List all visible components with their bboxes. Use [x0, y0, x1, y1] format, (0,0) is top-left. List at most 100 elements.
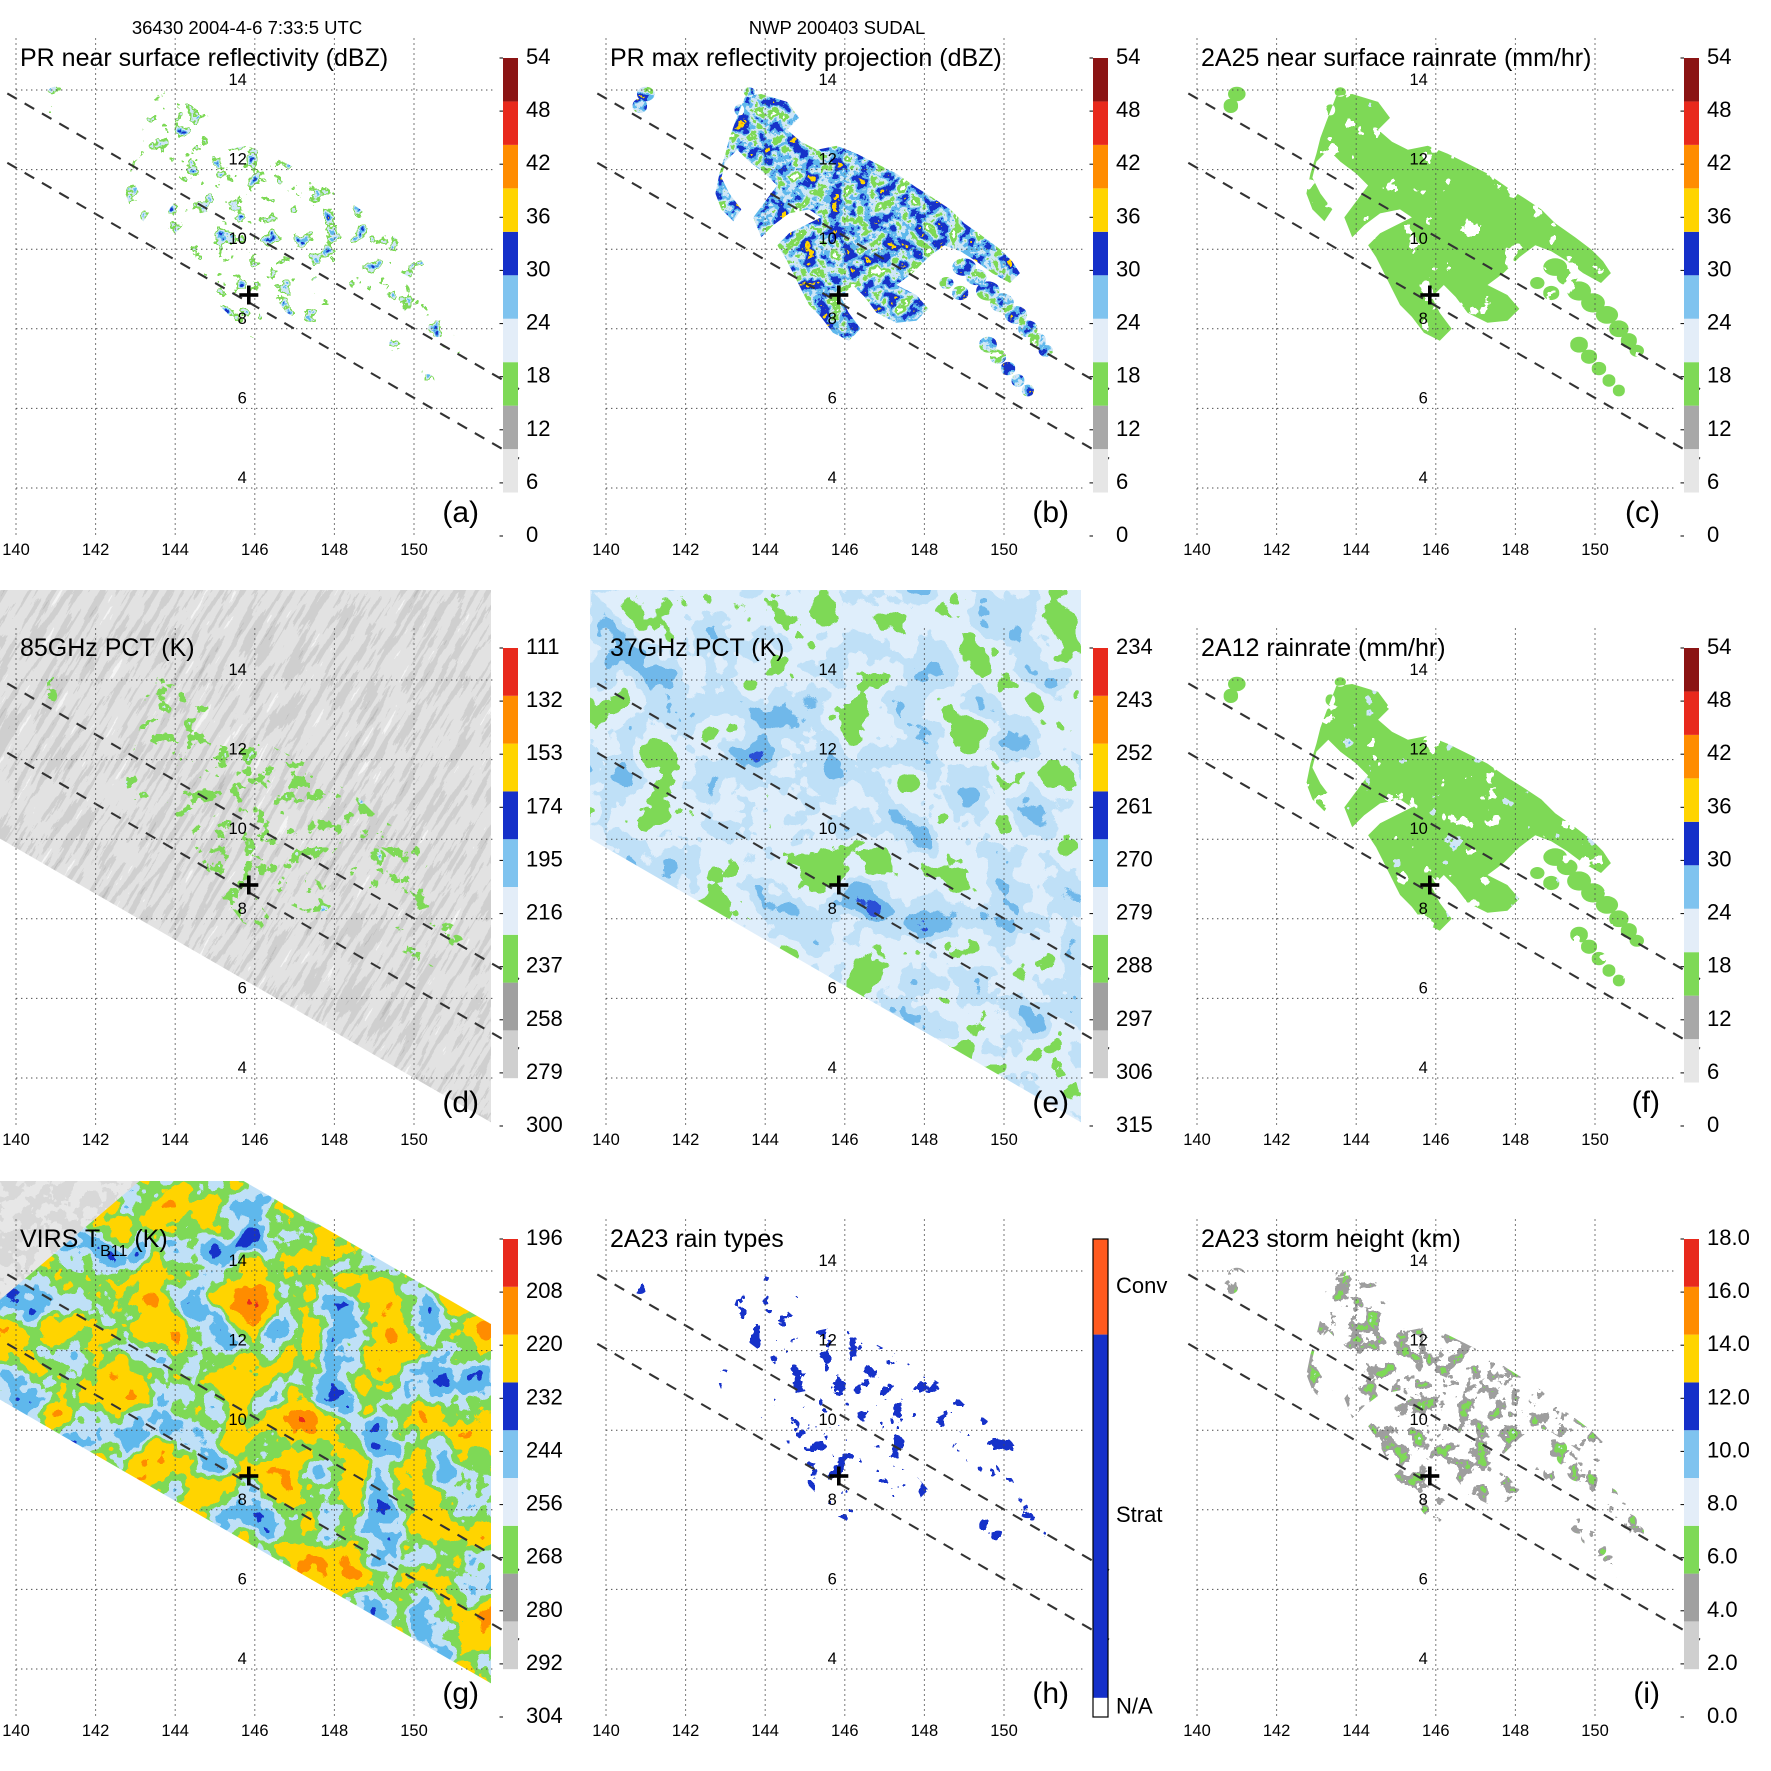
svg-text:6: 6 [1418, 1570, 1427, 1588]
svg-text:6: 6 [1418, 980, 1427, 998]
svg-text:36: 36 [526, 203, 550, 228]
svg-text:208: 208 [526, 1278, 563, 1303]
svg-text:4: 4 [828, 1650, 837, 1668]
svg-text:2A12 rainrate (mm/hr): 2A12 rainrate (mm/hr) [1201, 634, 1446, 662]
svg-text:12: 12 [228, 151, 246, 169]
svg-text:252: 252 [1116, 740, 1153, 765]
svg-text:12: 12 [1707, 1006, 1731, 1031]
svg-text:142: 142 [672, 541, 700, 559]
svg-text:2A25 near surface rainrate (mm: 2A25 near surface rainrate (mm/hr) [1201, 44, 1591, 72]
svg-text:12: 12 [526, 416, 550, 441]
svg-text:14: 14 [1409, 71, 1427, 89]
svg-text:140: 140 [593, 1722, 621, 1740]
svg-text:42: 42 [1707, 740, 1731, 765]
svg-text:6: 6 [828, 389, 837, 407]
svg-text:146: 146 [241, 1131, 269, 1149]
svg-text:14: 14 [228, 71, 246, 89]
svg-text:261: 261 [1116, 794, 1153, 819]
svg-text:150: 150 [1581, 541, 1609, 559]
svg-text:150: 150 [400, 1722, 428, 1740]
svg-text:14: 14 [819, 661, 837, 679]
svg-text:142: 142 [1263, 541, 1291, 559]
svg-text:140: 140 [1183, 541, 1211, 559]
svg-text:24: 24 [1116, 310, 1140, 335]
svg-text:315: 315 [1116, 1112, 1153, 1137]
svg-text:148: 148 [911, 1722, 939, 1740]
svg-text:111: 111 [526, 634, 559, 659]
svg-text:N/A: N/A [1116, 1693, 1153, 1718]
svg-text:148: 148 [1501, 541, 1529, 559]
svg-text:268: 268 [526, 1543, 563, 1568]
svg-text:12: 12 [1409, 741, 1427, 759]
svg-text:146: 146 [831, 1131, 859, 1149]
svg-text:148: 148 [911, 1131, 939, 1149]
svg-text:0: 0 [1707, 1112, 1719, 1137]
svg-text:24: 24 [1707, 310, 1731, 335]
svg-text:(e): (e) [1033, 1086, 1070, 1119]
svg-text:54: 54 [1116, 44, 1140, 69]
svg-text:280: 280 [526, 1596, 563, 1621]
svg-text:4: 4 [1418, 1650, 1427, 1668]
svg-text:150: 150 [991, 541, 1019, 559]
svg-text:244: 244 [526, 1437, 563, 1462]
svg-text:220: 220 [526, 1331, 563, 1356]
svg-text:142: 142 [672, 1722, 700, 1740]
svg-text:6: 6 [526, 469, 538, 494]
svg-text:148: 148 [321, 1131, 349, 1149]
svg-text:42: 42 [526, 150, 550, 175]
svg-text:142: 142 [1263, 1722, 1291, 1740]
svg-text:14.0: 14.0 [1707, 1331, 1750, 1356]
svg-text:148: 148 [1501, 1722, 1529, 1740]
svg-text:8.0: 8.0 [1707, 1490, 1738, 1515]
svg-text:142: 142 [82, 541, 110, 559]
svg-text:146: 146 [241, 1722, 269, 1740]
svg-text:146: 146 [831, 1722, 859, 1740]
svg-text:144: 144 [161, 1131, 189, 1149]
svg-text:196: 196 [526, 1225, 563, 1250]
svg-text:142: 142 [672, 1131, 700, 1149]
svg-text:144: 144 [1342, 1722, 1370, 1740]
svg-text:304: 304 [526, 1703, 563, 1728]
svg-text:297: 297 [1116, 1006, 1153, 1031]
svg-text:48: 48 [1707, 97, 1731, 122]
svg-text:4: 4 [1418, 469, 1427, 487]
svg-text:36430 2004-4-6 7:33:5 UTC: 36430 2004-4-6 7:33:5 UTC [132, 17, 362, 38]
svg-text:(h): (h) [1033, 1677, 1070, 1710]
svg-text:150: 150 [991, 1722, 1019, 1740]
svg-text:2A23 storm height (km): 2A23 storm height (km) [1201, 1225, 1461, 1253]
svg-text:12: 12 [1409, 1331, 1427, 1349]
svg-text:48: 48 [1116, 97, 1140, 122]
svg-text:8: 8 [238, 310, 247, 328]
svg-text:6: 6 [1418, 389, 1427, 407]
svg-text:10: 10 [819, 1411, 837, 1429]
svg-text:10: 10 [228, 1411, 246, 1429]
svg-text:12: 12 [1116, 416, 1140, 441]
svg-text:148: 148 [911, 541, 939, 559]
svg-text:2.0: 2.0 [1707, 1650, 1738, 1675]
svg-text:42: 42 [1116, 150, 1140, 175]
svg-text:18.0: 18.0 [1707, 1225, 1750, 1250]
svg-text:14: 14 [819, 1252, 837, 1270]
svg-text:6: 6 [238, 1570, 247, 1588]
svg-text:36: 36 [1707, 203, 1731, 228]
svg-text:24: 24 [1707, 900, 1731, 925]
svg-text:8: 8 [1418, 310, 1427, 328]
svg-text:10: 10 [819, 820, 837, 838]
svg-text:232: 232 [526, 1384, 563, 1409]
svg-text:4: 4 [828, 469, 837, 487]
svg-text:174: 174 [526, 794, 563, 819]
svg-text:10: 10 [1409, 1411, 1427, 1429]
svg-text:270: 270 [1116, 847, 1153, 872]
svg-text:8: 8 [828, 310, 837, 328]
svg-text:(c): (c) [1625, 496, 1660, 529]
svg-text:PR near surface reflectivity (: PR near surface reflectivity (dBZ) [20, 44, 388, 72]
svg-text:279: 279 [526, 1059, 563, 1084]
svg-text:4: 4 [238, 1059, 247, 1077]
svg-text:14: 14 [819, 71, 837, 89]
svg-text:2A23 rain types: 2A23 rain types [610, 1225, 784, 1253]
svg-text:12: 12 [228, 1331, 246, 1349]
svg-text:18: 18 [1707, 363, 1731, 388]
svg-text:144: 144 [1342, 541, 1370, 559]
svg-text:8: 8 [828, 900, 837, 918]
svg-text:0: 0 [526, 522, 538, 547]
